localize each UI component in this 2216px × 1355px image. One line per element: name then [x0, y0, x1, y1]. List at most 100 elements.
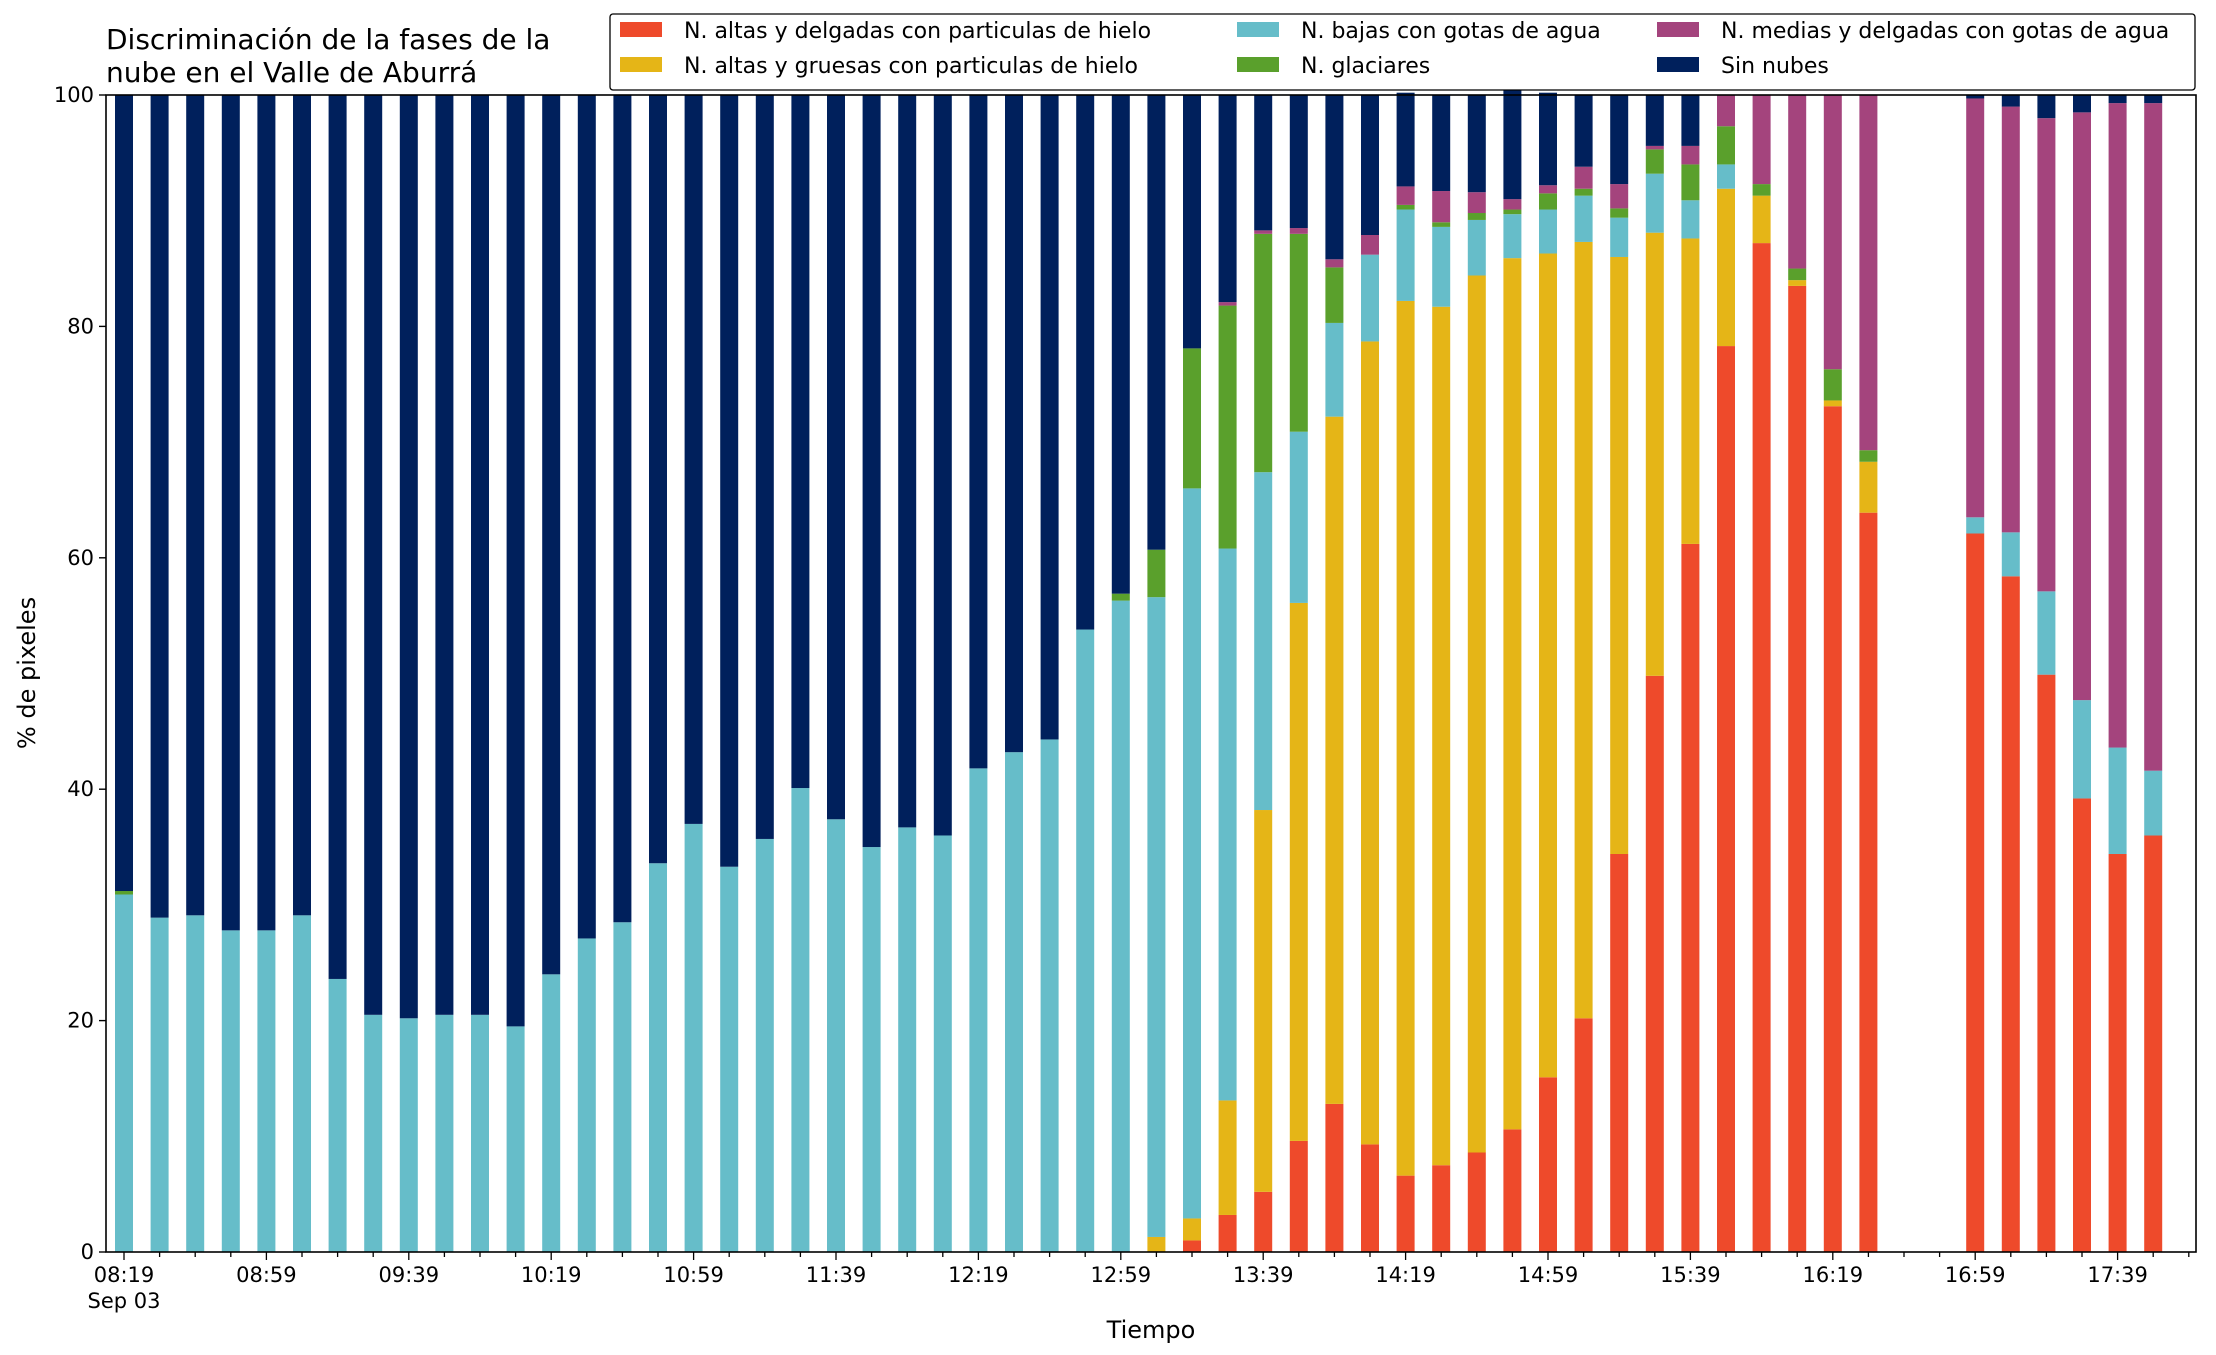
bar-segment — [1503, 209, 1522, 215]
bar-segment — [1432, 222, 1451, 227]
bar-segment — [1396, 92, 1415, 187]
bar-segment — [1645, 173, 1664, 233]
bar-segment — [1610, 853, 1629, 1252]
bar-segment — [613, 95, 632, 923]
bar-segment — [862, 847, 881, 1252]
bar-segment — [1396, 300, 1415, 1176]
bar-segment — [1289, 228, 1308, 234]
bar-segment — [1183, 348, 1201, 489]
bar-segment — [1610, 95, 1629, 185]
bar-segment — [1752, 243, 1771, 1253]
bar-segment — [1467, 1152, 1486, 1252]
bar-segment — [1539, 209, 1557, 254]
bar-segment — [435, 95, 454, 1015]
bar-segment — [2073, 700, 2091, 799]
bar-segment — [1432, 1165, 1451, 1252]
bar-segment — [1289, 233, 1308, 432]
bar-segment — [1218, 1100, 1237, 1215]
bar-segment — [1218, 1214, 1237, 1252]
bar-segment — [1966, 533, 1985, 1252]
bar-segment — [2001, 576, 2020, 1252]
bar-segment — [1467, 219, 1486, 276]
bar-segment — [1325, 1103, 1344, 1252]
bar-segment — [1147, 549, 1166, 598]
bar-segment — [1147, 95, 1166, 550]
y-tick-label: 40 — [67, 777, 94, 801]
bar-segment — [1574, 195, 1593, 242]
bar-segment — [1859, 461, 1878, 513]
bar-segment — [969, 95, 988, 769]
x-tick-label: 08:19 — [94, 1263, 155, 1287]
bar-segment — [1396, 209, 1415, 301]
bar-segment — [221, 930, 240, 1252]
bar-segment — [1788, 280, 1807, 286]
bar-segment — [1859, 95, 1878, 451]
y-tick-label: 100 — [54, 83, 94, 107]
bar-segment — [1681, 200, 1700, 239]
bar-segment — [613, 922, 632, 1252]
bar-segment — [1325, 416, 1344, 1104]
bar-segment — [1325, 95, 1344, 260]
bar-segment — [150, 917, 169, 1252]
bar-segment — [471, 95, 489, 1015]
bar-segment — [1681, 164, 1700, 201]
bar-segment — [1040, 739, 1059, 1252]
bar-segment — [577, 938, 596, 1252]
legend-swatch — [620, 22, 662, 37]
bar-segment — [1574, 95, 1593, 167]
bar-segment — [1645, 675, 1664, 1252]
bar-segment — [684, 95, 703, 824]
x-tick-label: 14:59 — [1518, 1263, 1579, 1287]
bar-segment — [1396, 1175, 1415, 1252]
bar-segment — [2144, 95, 2163, 104]
x-tick-label: 15:39 — [1660, 1263, 1721, 1287]
bar-segment — [2001, 95, 2020, 107]
bar-segment — [1610, 208, 1629, 218]
legend-label: N. bajas con gotas de agua — [1301, 19, 1601, 44]
bar-segment — [1574, 241, 1593, 1019]
legend-swatch — [620, 57, 662, 72]
bar-segment — [1574, 188, 1593, 196]
bar-segment — [293, 95, 311, 916]
bar-segment — [1717, 95, 1735, 127]
bar-segment — [1254, 472, 1273, 811]
x-tick-label: 16:19 — [1803, 1263, 1864, 1287]
x-tick-label: 14:19 — [1375, 1263, 1436, 1287]
bar-segment — [399, 95, 418, 1019]
bars-layer — [115, 88, 2163, 1253]
bar-segment — [1717, 126, 1735, 165]
bar-segment — [1111, 600, 1130, 1252]
bar-segment — [1183, 1218, 1201, 1241]
bar-segment — [1005, 752, 1023, 1252]
bar-segment — [1859, 450, 1878, 462]
bar-segment — [257, 930, 276, 1252]
bar-segment — [257, 95, 276, 931]
bar-segment — [1788, 95, 1807, 269]
legend: N. altas y delgadas con particulas de hi… — [609, 13, 2196, 91]
bar-segment — [1467, 275, 1486, 1153]
bar-segment — [1147, 1236, 1166, 1252]
bar-segment — [1823, 406, 1842, 1253]
x-tick-label: 13:39 — [1233, 1263, 1294, 1287]
bar-segment — [1254, 230, 1273, 234]
bar-segment — [1539, 185, 1557, 194]
bar-segment — [1254, 95, 1273, 231]
bar-segment — [1183, 1240, 1201, 1252]
bar-segment — [1361, 95, 1379, 235]
bar-segment — [1467, 192, 1486, 214]
x-tick-label: 09:39 — [379, 1263, 440, 1287]
bar-segment — [2001, 106, 2020, 533]
bar-segment — [1539, 193, 1557, 210]
legend-box — [609, 13, 2196, 91]
bar-segment — [2073, 798, 2091, 1252]
bar-segment — [1574, 166, 1593, 189]
bar-segment — [1467, 213, 1486, 220]
bar-segment — [1859, 512, 1878, 1252]
bar-segment — [1432, 306, 1451, 1166]
bar-segment — [1361, 1144, 1379, 1252]
x-tick-label: 17:39 — [2087, 1263, 2148, 1287]
bar-segment — [2108, 747, 2127, 854]
bar-segment — [221, 95, 240, 931]
